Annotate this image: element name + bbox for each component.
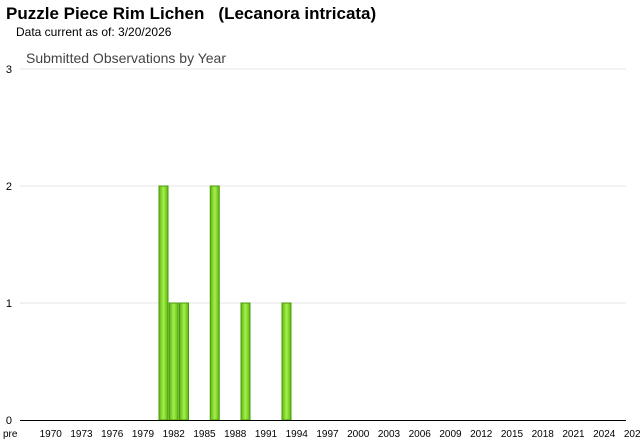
- y-tick-label: 1: [6, 298, 12, 310]
- x-tick-label: 2012: [470, 429, 493, 440]
- bar: [179, 302, 189, 421]
- common-name: Puzzle Piece Rim Lichen: [6, 4, 205, 23]
- x-tick-label: pre: [3, 429, 18, 440]
- scientific-name: (Lecanora intricata): [218, 4, 377, 23]
- y-tick-label: 0: [6, 415, 12, 427]
- x-tick-label: 1997: [316, 429, 339, 440]
- x-tick-label: 1976: [101, 429, 124, 440]
- x-tick-label: 2021: [562, 429, 585, 440]
- x-tick-label: 1979: [132, 429, 155, 440]
- x-tick-label: 2006: [409, 429, 432, 440]
- x-tick-label: 2000: [347, 429, 370, 440]
- x-tick-label: 2015: [501, 429, 524, 440]
- x-tick-label: 1988: [224, 429, 247, 440]
- x-tick-label: 2024: [593, 429, 616, 440]
- y-tick-label: 3: [6, 64, 12, 76]
- x-tick-label: 2003: [378, 429, 401, 440]
- x-tick-label: 2027: [624, 429, 640, 440]
- chart-title: Submitted Observations by Year: [26, 50, 227, 66]
- bar: [281, 302, 292, 421]
- x-tick-labels: pre 1970 1973 1976 1979 1982 1985 1988 1991 1994 1…: [3, 429, 640, 440]
- page-title: Puzzle Piece Rim Lichen (Lecanora intrica…: [6, 4, 376, 24]
- bar: [209, 185, 220, 421]
- x-tick-label: 1994: [286, 429, 309, 440]
- y-tick-labels: 0 1 2 3: [6, 64, 12, 427]
- data-current-label: Data current as of: 3/20/2026: [16, 25, 172, 39]
- bar: [240, 302, 251, 421]
- y-tick-label: 2: [6, 181, 12, 193]
- x-tick-label: 1973: [70, 429, 93, 440]
- x-tick-label: 1982: [163, 429, 186, 440]
- bar: [168, 302, 179, 421]
- x-tick-label: 1985: [193, 429, 216, 440]
- x-tick-label: 1991: [255, 429, 278, 440]
- x-tick-label: 2018: [532, 429, 555, 440]
- x-tick-label: 1970: [40, 429, 63, 440]
- x-tick-label: 2009: [439, 429, 462, 440]
- gridlines: [20, 68, 626, 304]
- bar: [158, 185, 169, 421]
